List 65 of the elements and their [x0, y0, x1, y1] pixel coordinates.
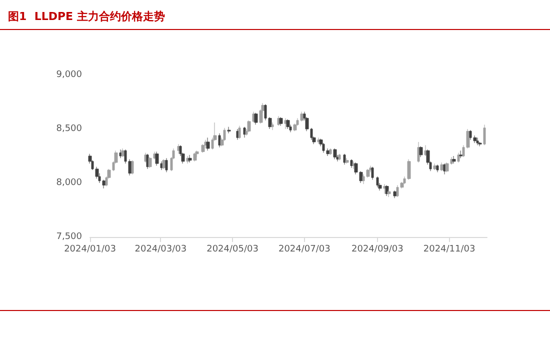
candlestick [317, 137, 320, 144]
candlestick [459, 150, 463, 158]
candlestick [146, 154, 149, 170]
candlestick [376, 176, 379, 188]
candlestick [436, 164, 439, 172]
candlestick [227, 126, 231, 134]
y-tick-label: 8,000 [56, 178, 82, 188]
y-tick-label: 9,000 [56, 70, 82, 80]
candlestick [204, 140, 207, 149]
candlestick [119, 149, 122, 158]
candlestick [155, 151, 159, 166]
candlestick [279, 116, 283, 126]
candlestick [162, 158, 166, 170]
candlestick [333, 148, 337, 160]
candlestick [300, 111, 304, 122]
candlestick [478, 142, 482, 147]
candlestick [440, 162, 444, 172]
x-tick-label: 2024/07/03 [278, 244, 330, 254]
candlestick [193, 152, 197, 162]
candlestick [144, 152, 147, 163]
candlestick [419, 146, 423, 158]
candlestick [476, 137, 479, 146]
x-tick-label: 2024/03/03 [134, 244, 187, 254]
candlestick [433, 163, 437, 170]
candlestick [254, 112, 258, 125]
candlestick [188, 154, 192, 163]
candlestick [345, 158, 349, 164]
candlestick [424, 144, 427, 156]
candlestick [338, 154, 341, 161]
candlestick [165, 158, 168, 172]
candlestick [271, 122, 274, 130]
candlestick [417, 142, 420, 163]
candlestick [407, 158, 411, 180]
candlestick [286, 119, 290, 130]
candlestick [243, 126, 246, 138]
candlestick [195, 150, 199, 158]
candlestick [393, 190, 397, 198]
candlestick [387, 189, 391, 198]
y-tick-label: 7,500 [56, 232, 82, 242]
chart-title: 图1 LLDPE 主力合约价格走势 [8, 9, 165, 24]
candlestick [284, 118, 287, 130]
candlestick [218, 133, 221, 148]
candlestick [206, 137, 210, 151]
candlestick [343, 154, 346, 165]
candlestick [452, 156, 456, 164]
candlestick [483, 124, 486, 146]
candlestick [322, 142, 325, 154]
candlestick [236, 128, 239, 140]
x-tick-label: 2024/05/03 [206, 244, 258, 254]
candlestick [457, 152, 460, 163]
candlestick [121, 148, 125, 158]
y-tick-label: 8,500 [56, 124, 82, 134]
candlestick [383, 184, 386, 194]
candlestick [131, 160, 134, 175]
candlestick [177, 144, 180, 154]
x-tick-label: 2024/11/03 [423, 244, 476, 254]
candlestick [350, 158, 353, 168]
candlestick [371, 166, 374, 180]
x-tick-label: 2024/01/03 [64, 244, 116, 254]
x-tick-label: 2024/09/03 [352, 244, 404, 254]
candlestick [329, 148, 332, 156]
candlestick [277, 116, 280, 126]
candlestick [238, 126, 241, 139]
candlestick [201, 144, 205, 154]
candlestick [443, 163, 446, 175]
